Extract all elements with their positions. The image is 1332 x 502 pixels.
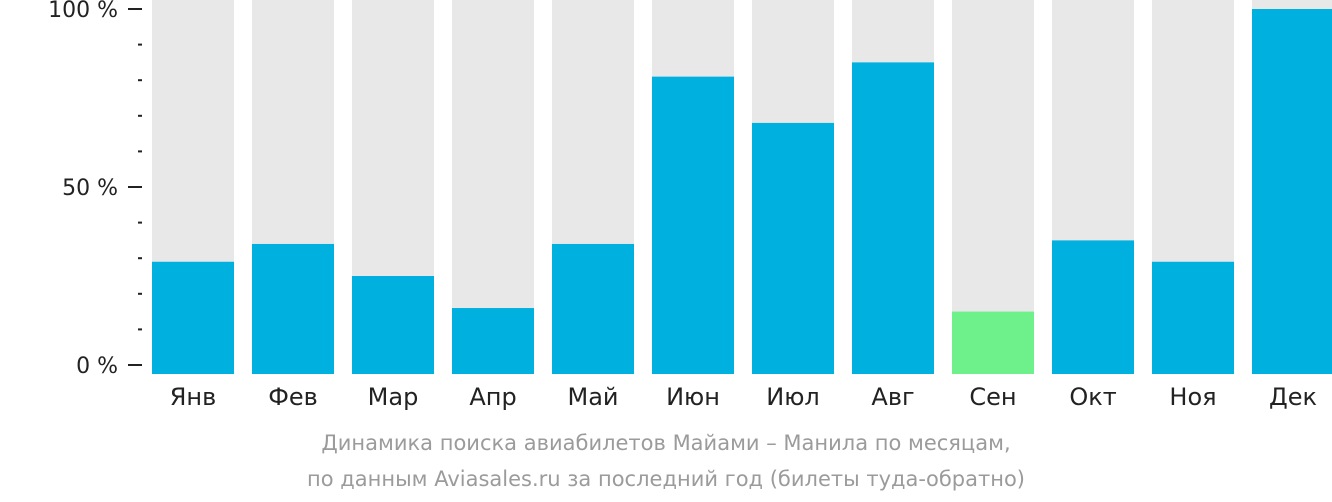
bar-12 bbox=[1252, 9, 1332, 374]
y-tick-label: 100 % bbox=[48, 0, 118, 23]
x-tick-label: Дек bbox=[1269, 383, 1317, 411]
bar-2 bbox=[252, 243, 334, 374]
x-tick-label: Окт bbox=[1069, 383, 1116, 411]
x-tick-label: Янв bbox=[170, 383, 217, 411]
chart-caption-line-1: Динамика поиска авиабилетов Майами – Ман… bbox=[321, 431, 1011, 455]
y-axis: 0 % 50 % 100 % bbox=[48, 0, 142, 379]
x-tick-label: Апр bbox=[469, 383, 516, 411]
bar-10 bbox=[1052, 240, 1134, 374]
bar-1 bbox=[152, 261, 234, 374]
bar-11 bbox=[1152, 261, 1234, 374]
bar-8 bbox=[852, 62, 934, 375]
bar-7 bbox=[752, 122, 834, 374]
y-tick-label: 50 % bbox=[62, 176, 118, 201]
bar-4 bbox=[452, 308, 534, 374]
bar-3 bbox=[352, 276, 434, 374]
bars bbox=[152, 9, 1332, 375]
bar-9 bbox=[952, 311, 1034, 374]
chart-caption-line-2: по данным Aviasales.ru за последний год … bbox=[307, 467, 1025, 491]
bar-5 bbox=[552, 243, 634, 374]
x-tick-label: Май bbox=[567, 383, 618, 411]
y-tick-label: 0 % bbox=[76, 354, 118, 379]
x-tick-label: Фев bbox=[268, 383, 318, 411]
x-tick-label: Ноя bbox=[1169, 383, 1216, 411]
x-tick-label: Июн bbox=[666, 383, 720, 411]
x-tick-label: Июл bbox=[766, 383, 820, 411]
x-tick-label: Мар bbox=[368, 383, 419, 411]
x-tick-label: Сен bbox=[969, 383, 1016, 411]
x-tick-label: Авг bbox=[871, 383, 914, 411]
bar-6 bbox=[652, 76, 734, 374]
x-axis-labels: Янв Фев Мар Апр Май Июн Июл Авг Сен Окт Ноя Дек bbox=[170, 383, 1317, 411]
